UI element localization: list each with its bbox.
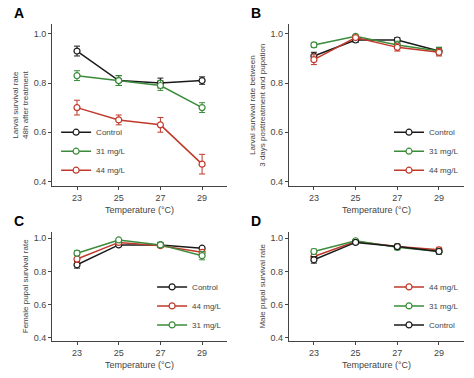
svg-text:Control: Control — [192, 283, 218, 292]
svg-text:44 mg/L: 44 mg/L — [429, 166, 458, 175]
svg-text:27: 27 — [392, 193, 402, 203]
svg-text:23: 23 — [309, 193, 319, 203]
svg-text:23: 23 — [72, 348, 82, 358]
svg-text:0.8: 0.8 — [34, 267, 47, 277]
svg-text:29: 29 — [197, 348, 207, 358]
svg-text:1.0: 1.0 — [271, 233, 284, 243]
svg-text:Control: Control — [429, 321, 455, 330]
svg-text:31 mg/L: 31 mg/L — [96, 147, 125, 156]
svg-text:0.6: 0.6 — [34, 127, 47, 137]
svg-text:0.4: 0.4 — [271, 333, 284, 343]
svg-text:44 mg/L: 44 mg/L — [429, 283, 458, 292]
svg-text:Temperature (°C): Temperature (°C) — [105, 205, 174, 215]
svg-text:1.0: 1.0 — [34, 233, 47, 243]
svg-text:31 mg/L: 31 mg/L — [192, 321, 221, 330]
svg-text:27: 27 — [155, 193, 165, 203]
svg-text:23: 23 — [309, 348, 319, 358]
svg-text:0.8: 0.8 — [271, 78, 284, 88]
svg-text:C: C — [14, 213, 24, 229]
svg-text:25: 25 — [114, 193, 124, 203]
svg-text:0.6: 0.6 — [271, 300, 284, 310]
svg-text:Larval survival rate48h after: Larval survival rate48h after treatment — [11, 71, 30, 139]
svg-text:0.8: 0.8 — [271, 267, 284, 277]
svg-text:29: 29 — [434, 348, 444, 358]
svg-text:29: 29 — [197, 193, 207, 203]
svg-text:0.6: 0.6 — [271, 127, 284, 137]
svg-text:A: A — [14, 5, 24, 21]
svg-text:1.0: 1.0 — [34, 29, 47, 39]
svg-text:Temperature (°C): Temperature (°C) — [342, 205, 411, 215]
svg-text:31 mg/L: 31 mg/L — [429, 302, 458, 311]
svg-text:27: 27 — [392, 348, 402, 358]
svg-text:B: B — [251, 5, 261, 21]
svg-text:Temperature (°C): Temperature (°C) — [342, 360, 411, 370]
svg-text:1.0: 1.0 — [271, 29, 284, 39]
svg-text:0.4: 0.4 — [34, 333, 47, 343]
svg-text:25: 25 — [351, 193, 361, 203]
svg-text:D: D — [251, 213, 261, 229]
svg-text:44 mg/L: 44 mg/L — [96, 166, 125, 175]
svg-text:25: 25 — [114, 348, 124, 358]
svg-text:31 mg/L: 31 mg/L — [429, 147, 458, 156]
svg-text:0.4: 0.4 — [271, 177, 284, 187]
svg-text:Control: Control — [429, 128, 455, 137]
svg-text:44 mg/L: 44 mg/L — [192, 302, 221, 311]
svg-text:Male pupal survival rate: Male pupal survival rate — [258, 244, 267, 329]
svg-text:0.8: 0.8 — [34, 78, 47, 88]
svg-text:0.6: 0.6 — [34, 300, 47, 310]
svg-text:25: 25 — [351, 348, 361, 358]
svg-text:29: 29 — [434, 193, 444, 203]
svg-text:Larval survival rate between3: Larval survival rate between3 days postt… — [248, 44, 267, 167]
svg-text:Control: Control — [96, 128, 122, 137]
svg-text:Female pupal survival rate: Female pupal survival rate — [21, 239, 30, 333]
svg-text:0.4: 0.4 — [34, 177, 47, 187]
svg-text:Temperature (°C): Temperature (°C) — [105, 360, 174, 370]
svg-text:27: 27 — [155, 348, 165, 358]
svg-text:23: 23 — [72, 193, 82, 203]
